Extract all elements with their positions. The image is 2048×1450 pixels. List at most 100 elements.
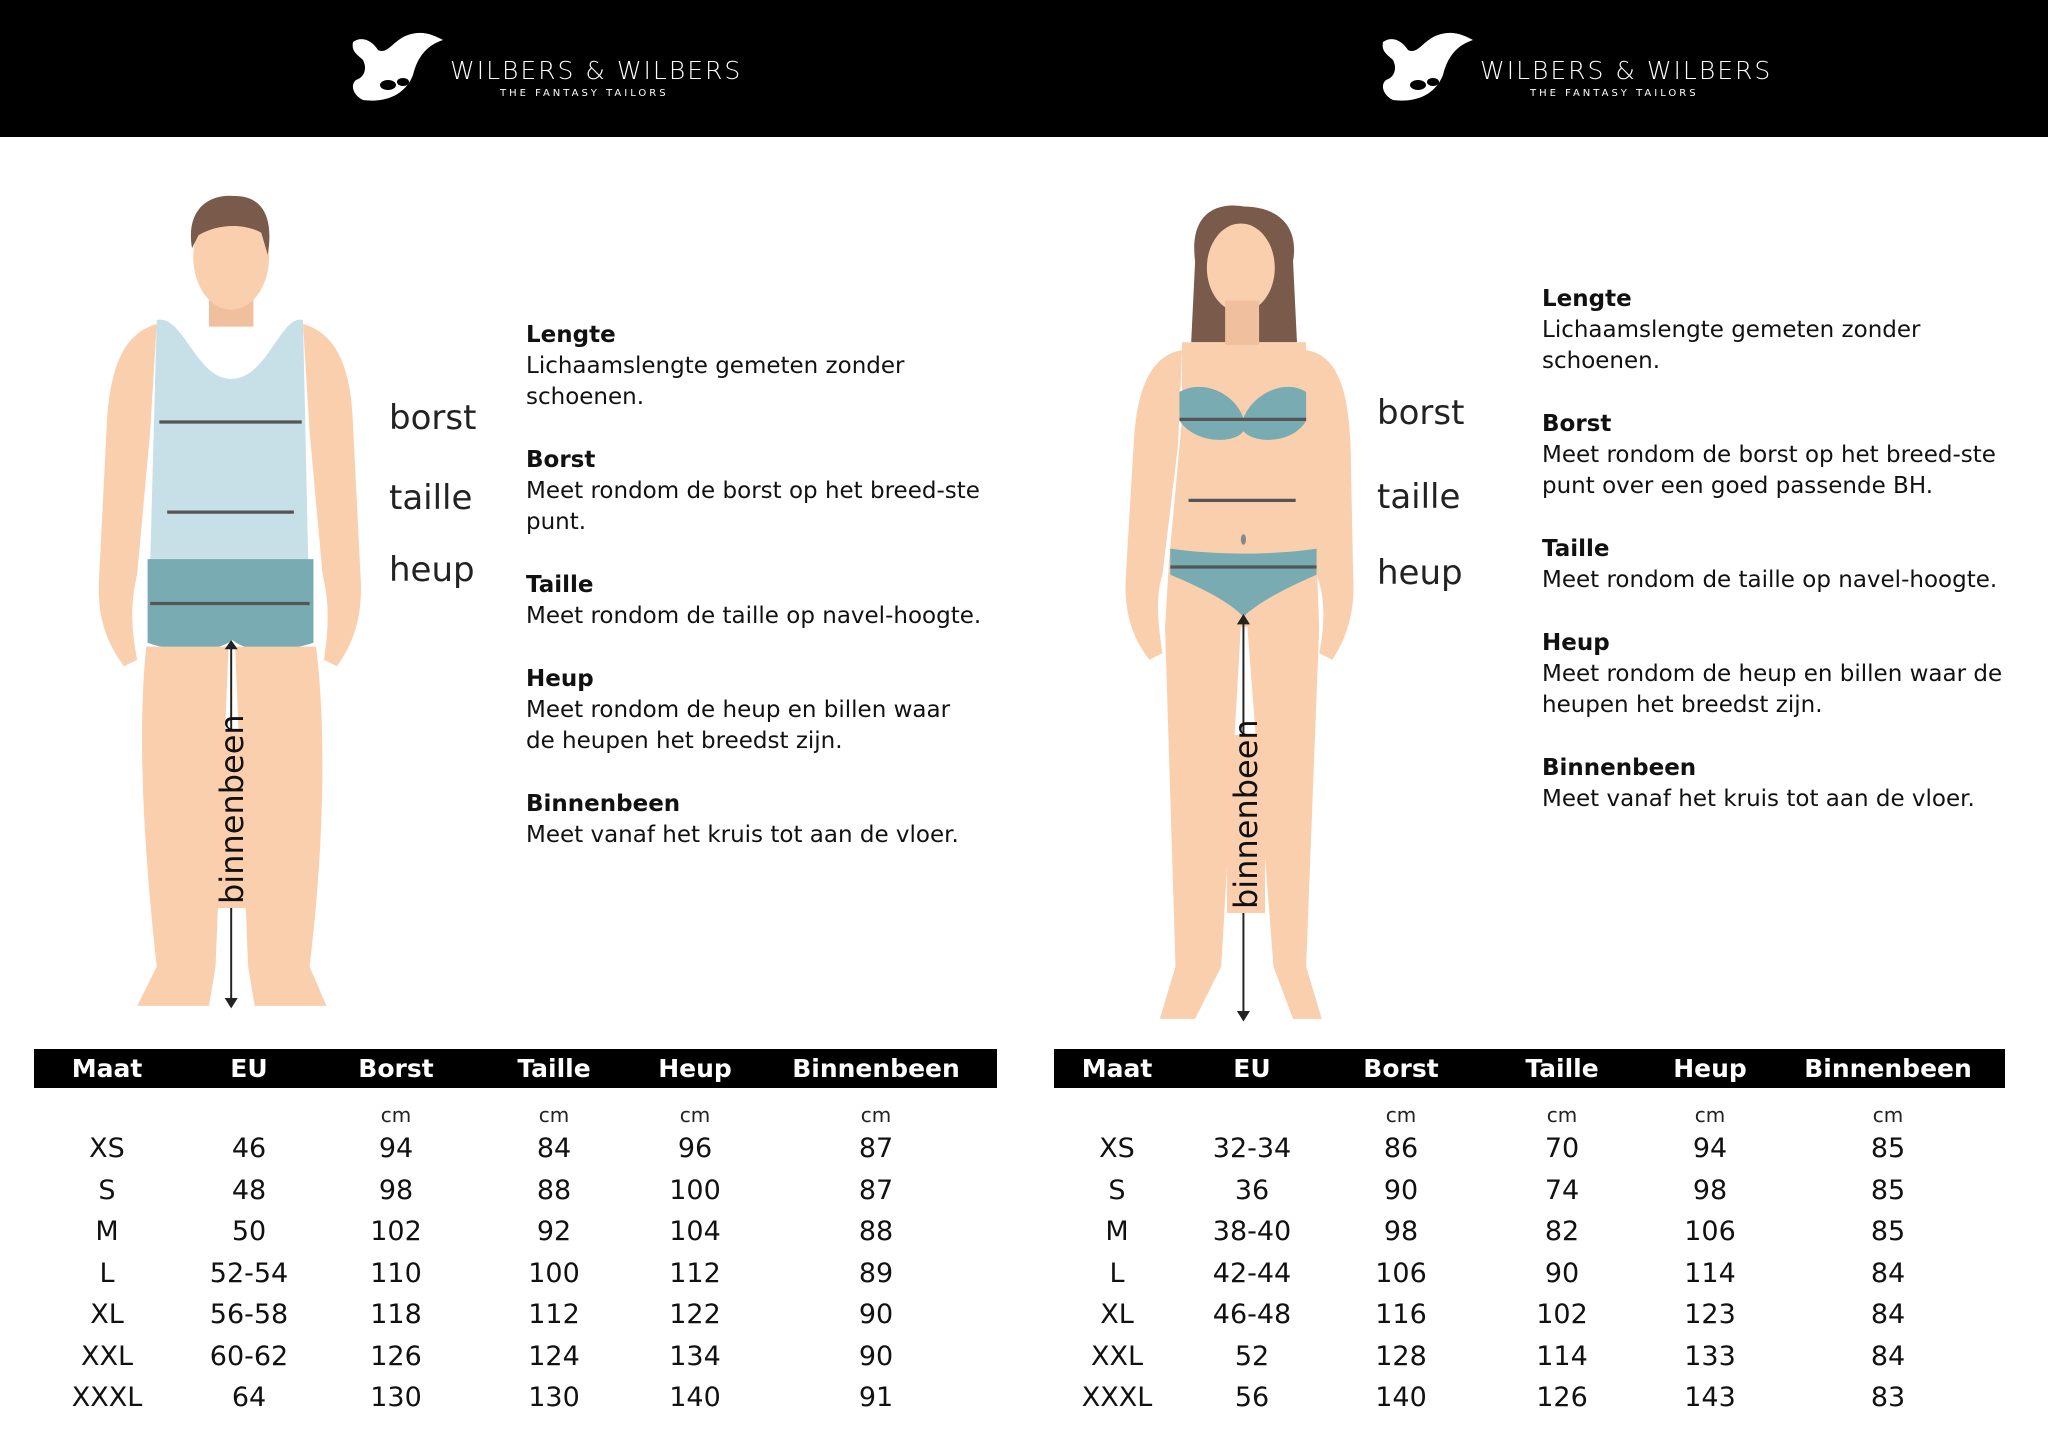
table-cell: 46-48 (1212, 1299, 1292, 1330)
info-item: Borst Meet rondom de borst op het breed-s… (526, 445, 986, 538)
column-header: Heup (1673, 1054, 1747, 1083)
info-title: Borst (1542, 411, 1612, 437)
info-item: Taille Meet rondom de taille op navel-hoo… (526, 570, 986, 632)
column-header: Maat (71, 1054, 143, 1083)
table-cell: XL (90, 1299, 124, 1330)
column-header: Borst (358, 1054, 434, 1083)
table-cell: S (98, 1174, 116, 1206)
info-item: Taille Meet rondom de taille op navel-hoo… (1542, 534, 2012, 596)
table-cell: 122 (669, 1299, 721, 1330)
table-cell: XXXL (71, 1382, 143, 1413)
table-cell: 104 (669, 1216, 721, 1247)
info-title: Borst (526, 447, 596, 473)
table-cell: 50 (231, 1216, 267, 1247)
info-text: Lichaamslengte gemeten zonder schoenen. (1542, 317, 1921, 374)
column-header: Binnenbeen (1804, 1054, 1972, 1083)
male-figure (98, 195, 361, 1009)
unit-label: cm (1385, 1103, 1417, 1127)
unit-label: cm (1694, 1103, 1726, 1127)
table-cell: 32-34 (1212, 1133, 1292, 1164)
men-measurement-info: Lengte Lichaamslengte gemeten zonder scho… (526, 320, 986, 883)
table-cell: 48 (231, 1174, 267, 1206)
table-cell: 90 (858, 1340, 894, 1372)
table-cell: 98 (1383, 1216, 1419, 1247)
unit-label: cm (860, 1103, 892, 1127)
table-cell: 134 (669, 1340, 721, 1372)
brand-name: WILBERS & WILBERS (1480, 56, 1773, 85)
table-cell: 52 (1234, 1340, 1270, 1372)
brand-logo-right: WILBERS & WILBERS THE FANTASY TAILORS (1378, 30, 1770, 110)
table-cell: 94 (378, 1133, 414, 1164)
info-text: Lichaamslengte gemeten zonder schoenen. (526, 353, 905, 410)
table-cell: 89 (858, 1257, 894, 1289)
table-cell: 56-58 (209, 1299, 289, 1330)
table-cell: 56 (1234, 1382, 1270, 1413)
unit-label: cm (679, 1103, 711, 1127)
table-cell: 90 (1383, 1174, 1419, 1206)
table-cell: 74 (1544, 1174, 1580, 1206)
table-cell: 130 (370, 1382, 422, 1413)
table-cell: 96 (677, 1133, 713, 1164)
column-header: Borst (1363, 1054, 1439, 1083)
info-title: Taille (526, 572, 594, 598)
label-heup: heup (1377, 553, 1463, 593)
info-item: Binnenbeen Meet vanaf het kruis tot aan d… (526, 789, 986, 851)
table-cell: 85 (1870, 1133, 1906, 1164)
jester-hat-icon (352, 32, 443, 101)
table-cell: 110 (370, 1257, 422, 1289)
table-cell: 86 (1383, 1133, 1419, 1164)
table-cell: 100 (528, 1257, 580, 1289)
table-cell: 91 (858, 1382, 894, 1413)
column-header: Heup (658, 1054, 732, 1083)
info-text: Meet rondom de borst op het breed-ste pu… (526, 478, 980, 535)
brand-name: WILBERS & WILBERS (450, 56, 743, 85)
table-cell: 130 (528, 1382, 580, 1413)
table-cell: 38-40 (1212, 1216, 1292, 1247)
brand-logo-left: WILBERS & WILBERS THE FANTASY TAILORS (348, 30, 740, 110)
label-borst: borst (389, 398, 477, 438)
table-cell: 36 (1234, 1174, 1270, 1206)
jester-hat-icon (1382, 32, 1473, 101)
table-cell: XS (89, 1133, 125, 1164)
label-taille: taille (389, 478, 473, 518)
label-heup: heup (389, 550, 475, 590)
table-cell: 106 (1684, 1216, 1736, 1247)
table-cell: 118 (370, 1299, 422, 1330)
label-borst: borst (1377, 393, 1465, 433)
table-cell: 82 (1544, 1216, 1580, 1247)
table-cell: S (1108, 1174, 1126, 1206)
table-cell: 42-44 (1212, 1257, 1292, 1289)
info-text: Meet rondom de taille op navel-hoogte. (1542, 567, 1998, 593)
info-text: Meet rondom de taille op navel-hoogte. (526, 603, 982, 629)
table-cell: 140 (669, 1382, 721, 1413)
info-text: Meet vanaf het kruis tot aan de vloer. (526, 822, 959, 848)
info-title: Taille (1542, 536, 1610, 562)
info-title: Heup (1542, 630, 1610, 656)
table-header (1054, 1049, 2005, 1088)
unit-label: cm (1872, 1103, 1904, 1127)
table-cell: 114 (1684, 1257, 1736, 1289)
table-cell: L (1109, 1257, 1125, 1289)
column-header: EU (1233, 1054, 1271, 1083)
table-cell: 70 (1544, 1133, 1580, 1164)
table-cell: 102 (1536, 1299, 1588, 1330)
column-header: Taille (517, 1054, 591, 1083)
table-cell: 85 (1870, 1216, 1906, 1247)
info-text: Meet vanaf het kruis tot aan de vloer. (1542, 786, 1975, 812)
table-cell: 112 (669, 1257, 721, 1289)
label-taille: taille (1377, 477, 1461, 517)
table-cell: M (1105, 1216, 1129, 1247)
table-cell: 90 (858, 1299, 894, 1330)
info-title: Binnenbeen (1542, 755, 1697, 781)
table-cell: 98 (378, 1174, 414, 1206)
table-cell: 102 (370, 1216, 422, 1247)
table-cell: 140 (1375, 1382, 1427, 1413)
table-cell: 88 (536, 1174, 572, 1206)
table-cell: 46 (231, 1133, 267, 1164)
unit-label: cm (380, 1103, 412, 1127)
table-cell: 90 (1544, 1257, 1580, 1289)
table-cell: 116 (1375, 1299, 1427, 1330)
table-cell: 84 (1870, 1340, 1906, 1372)
table-cell: 84 (1870, 1299, 1906, 1330)
label-binnenbeen: binnenbeen (1227, 719, 1265, 913)
